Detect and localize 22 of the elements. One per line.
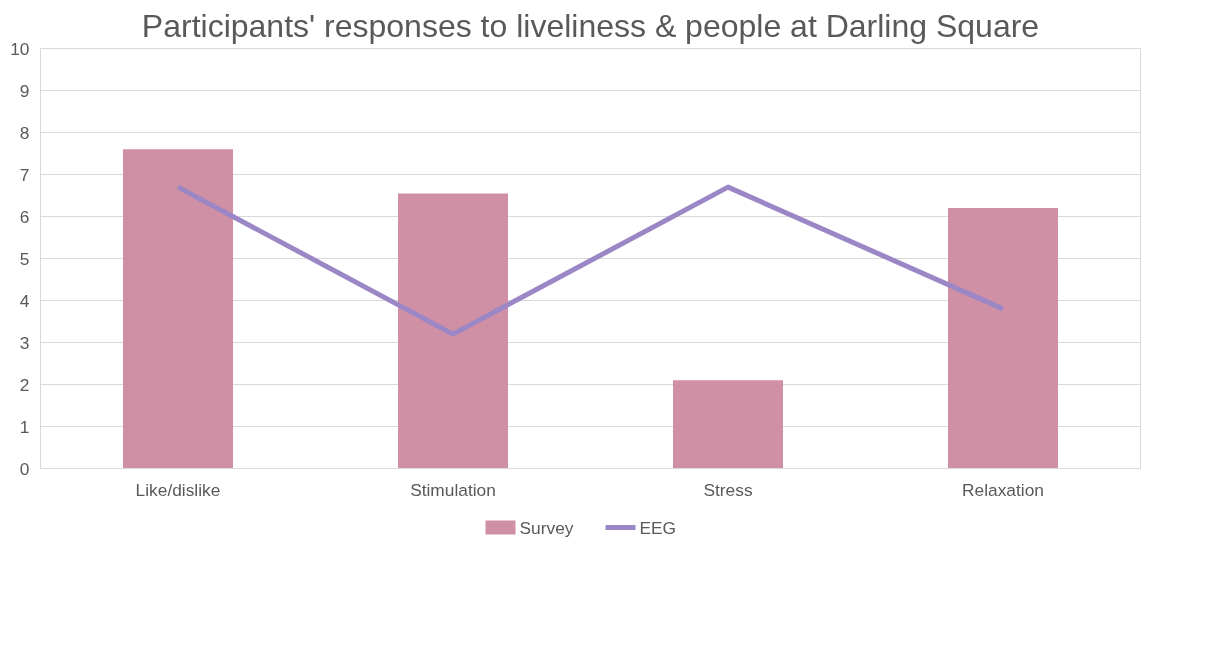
bar: [948, 208, 1058, 469]
y-tick-label: 2: [19, 374, 30, 395]
legend-label: Survey: [519, 517, 574, 538]
x-tick-label: Stress: [703, 479, 753, 500]
y-tick-label: 10: [10, 38, 30, 59]
bar: [673, 380, 783, 469]
y-tick-label: 7: [19, 164, 30, 185]
x-tick-label: Like/dislike: [135, 479, 221, 500]
y-tick-label: 3: [19, 332, 30, 353]
y-tick-label: 5: [19, 248, 30, 269]
x-tick-label: Stimulation: [410, 479, 496, 500]
y-tick-label: 6: [19, 206, 30, 227]
y-tick-label: 9: [19, 80, 30, 101]
bar: [123, 149, 233, 469]
y-tick-label: 1: [19, 416, 30, 437]
y-tick-label: 8: [19, 122, 30, 143]
y-tick-label: 0: [19, 458, 30, 479]
chart-title: Participants' responses to liveliness & people at Darling Square: [141, 7, 1040, 44]
x-tick-label: Relaxation: [962, 479, 1044, 500]
bar: [398, 193, 508, 469]
y-tick-label: 4: [19, 290, 30, 311]
legend-label: EEG: [639, 517, 677, 538]
